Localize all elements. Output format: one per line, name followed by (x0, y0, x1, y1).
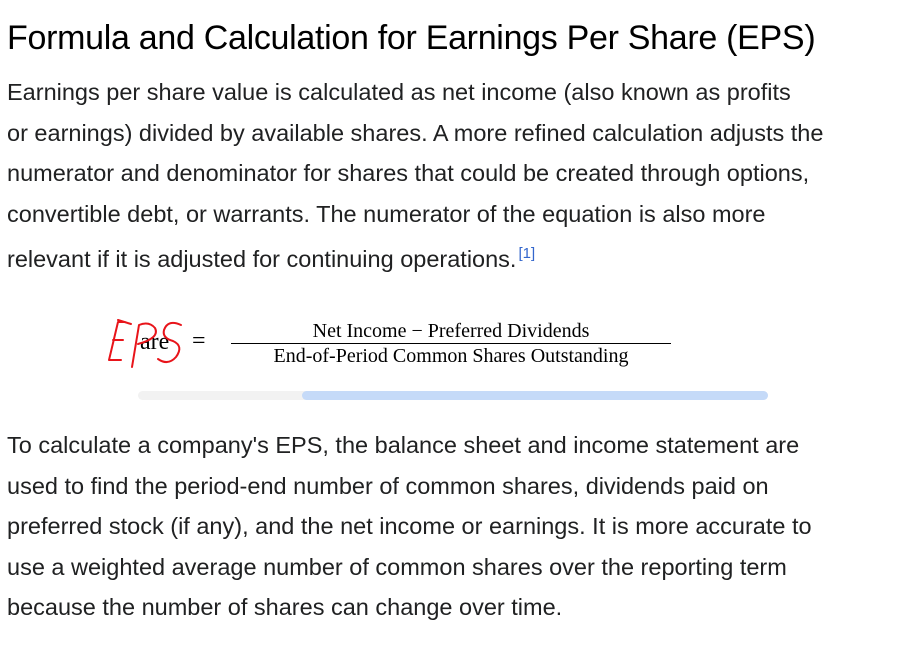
formula-lhs: are (140, 329, 170, 355)
paragraph-line: relevant if it is adjusted for continuin… (7, 234, 823, 280)
paragraph-line: used to find the period-end number of co… (7, 472, 769, 499)
section-heading: Formula and Calculation for Earnings Per… (7, 19, 816, 57)
eps-formula: are = Net Income − Preferred Dividends E… (100, 312, 700, 384)
paragraph-line: To calculate a company's EPS, the balanc… (7, 432, 800, 458)
paragraph-line: preferred stock (if any), and the net in… (7, 513, 812, 539)
paragraph-line: use a weighted average number of common … (7, 553, 787, 580)
paragraph-line: numerator and denominator for shares tha… (7, 160, 810, 186)
paragraph-line: or earnings) divided by available shares… (7, 119, 824, 146)
formula-denominator: End-of-Period Common Shares Outstanding (273, 345, 629, 367)
paragraph-line: convertible debt, or warrants. The numer… (7, 200, 766, 227)
intro-paragraph: Earnings per share value is calculated a… (7, 72, 823, 280)
paragraph-line: Earnings per share value is calculated a… (7, 79, 791, 105)
paragraph-line-text: relevant if it is adjusted for continuin… (7, 246, 517, 272)
fraction-bar (231, 343, 671, 344)
paragraph-line: because the number of shares can change … (7, 594, 563, 620)
calculation-paragraph: To calculate a company's EPS, the balanc… (7, 425, 812, 628)
formula-numerator: Net Income − Preferred Dividends (312, 320, 590, 342)
formula-equals-sign: = (192, 328, 206, 354)
formula-scrollbar[interactable] (138, 391, 768, 400)
citation-link[interactable]: [1] (518, 245, 536, 262)
formula-scrollbar-thumb[interactable] (302, 391, 768, 400)
